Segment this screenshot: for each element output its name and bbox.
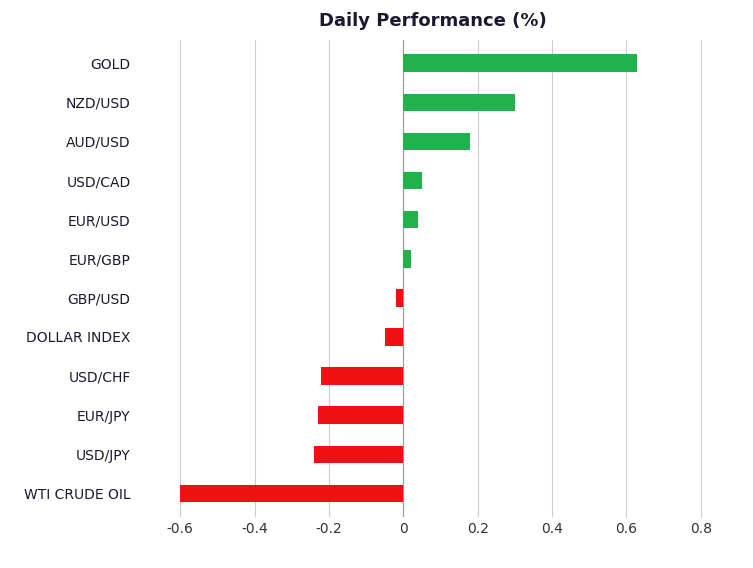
Bar [385,328,404,346]
Bar [318,406,404,424]
Bar [404,172,422,189]
Bar [322,367,404,385]
Bar [404,250,410,268]
Bar [404,133,470,151]
Bar [404,94,515,111]
Title: Daily Performance (%): Daily Performance (%) [319,12,547,30]
Bar [404,55,638,72]
Bar [180,485,404,502]
Bar [396,289,404,307]
Bar [314,445,404,463]
Bar [404,211,418,228]
